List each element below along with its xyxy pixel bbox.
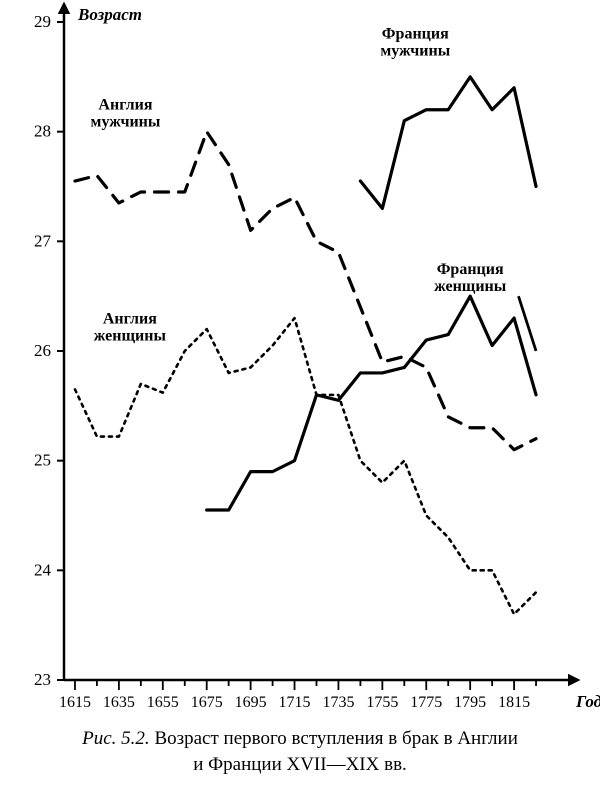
- caption-text-2: и Франции XVII—XIX вв.: [193, 754, 407, 775]
- x-tick-label: 1615: [59, 694, 91, 711]
- y-tick-label: 28: [34, 122, 51, 141]
- series-label-england_men: Англиямужчины: [91, 97, 161, 131]
- figure-caption: Рис. 5.2. Возраст первого вступления в б…: [0, 726, 600, 777]
- x-tick-label: 1635: [103, 694, 135, 711]
- x-tick-label: 1755: [366, 694, 398, 711]
- series-england_women: [75, 318, 536, 614]
- y-tick-label: 23: [34, 670, 51, 689]
- figure-container: 23 24 25 26 27 28 29 Возраст 1615 1635 1655 1675 169…: [0, 0, 600, 794]
- y-tick-label: 27: [34, 231, 52, 250]
- series-france_women: [207, 296, 536, 510]
- y-tick-label: 26: [34, 341, 51, 360]
- x-tick-label: 1775: [410, 694, 442, 711]
- series-label-france_women: Францияженщины: [434, 261, 507, 295]
- y-axis-title: Возраст: [77, 5, 142, 24]
- series-label-england_women: Англияженщины: [94, 311, 167, 345]
- x-tick-label: 1735: [322, 694, 354, 711]
- x-tick-label: 1795: [454, 694, 486, 711]
- y-tick-label: 25: [34, 451, 51, 470]
- x-tick-label: 1715: [279, 694, 311, 711]
- series-france_men: [360, 77, 536, 209]
- x-tick-label: 1675: [191, 694, 223, 711]
- caption-text-1: Возраст первого вступления в брак в Англ…: [154, 728, 517, 749]
- x-axis-title: Годы: [575, 692, 600, 711]
- x-tick-label: 1655: [147, 694, 179, 711]
- y-tick-label: 29: [34, 12, 51, 31]
- x-tick-label: 1695: [235, 694, 267, 711]
- y-tick-label: 24: [34, 560, 52, 579]
- series-label-france_men: Франциямужчины: [380, 25, 450, 59]
- caption-label: Рис. 5.2.: [82, 728, 150, 749]
- x-tick-label: 1815: [498, 694, 530, 711]
- line-chart: 23 24 25 26 27 28 29 Возраст 1615 1635 1655 1675 169…: [0, 0, 600, 794]
